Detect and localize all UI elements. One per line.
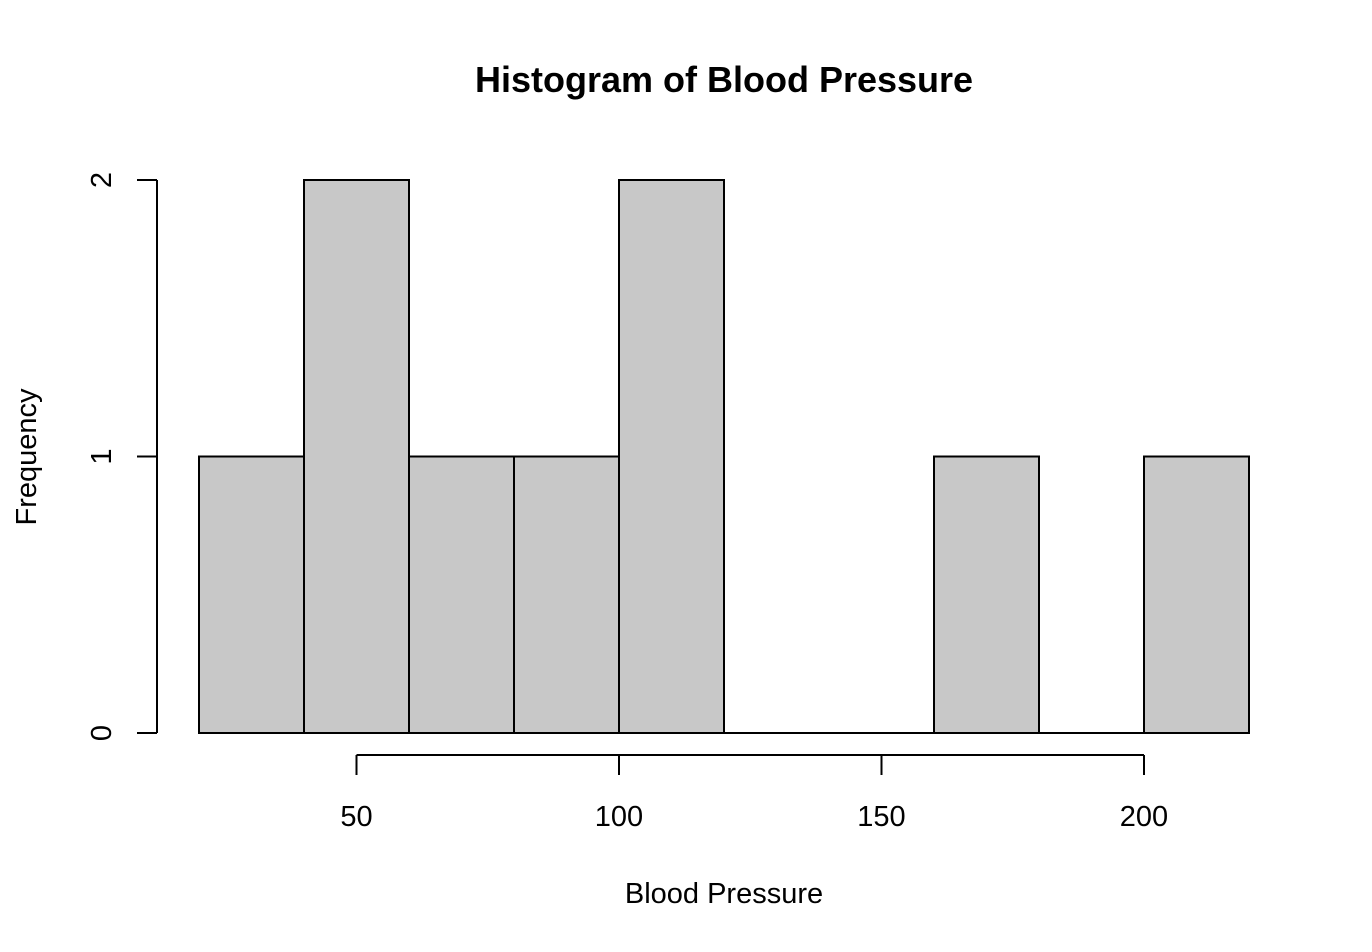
y-tick-label-2: 2 — [86, 172, 118, 188]
histogram-bar-7 — [933, 455, 1040, 734]
x-tick-label-1: 100 — [595, 801, 643, 833]
x-axis-label: Blood Pressure — [625, 878, 823, 910]
histogram-bar-4 — [618, 179, 725, 734]
bars-group — [198, 179, 1250, 734]
y-axis-label: Frequency — [11, 388, 43, 526]
x-tick-label-2: 150 — [857, 801, 905, 833]
histogram-bar-9 — [1143, 455, 1250, 734]
histogram-bar-3 — [513, 455, 620, 734]
histogram-bar-0 — [198, 455, 305, 734]
y-tick-label-1: 1 — [86, 448, 118, 464]
x-tick-label-3: 200 — [1120, 801, 1168, 833]
chart-title: Histogram of Blood Pressure — [475, 59, 973, 100]
x-axis: 50 100 150 200 — [340, 754, 1168, 833]
histogram-bar-1 — [303, 179, 410, 734]
y-axis: 0 1 2 — [86, 172, 158, 741]
y-tick-label-0: 0 — [86, 725, 118, 741]
histogram-bar-2 — [408, 455, 515, 734]
x-tick-label-0: 50 — [340, 801, 372, 833]
